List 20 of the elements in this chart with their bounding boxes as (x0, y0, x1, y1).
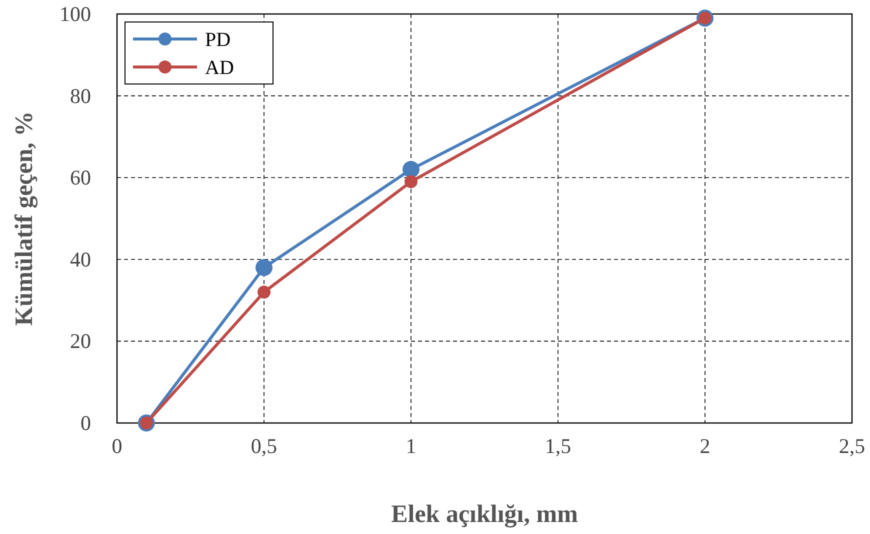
y-tick-label: 80 (70, 84, 91, 108)
y-axis-title: Kümülatif geçen, % (11, 111, 38, 326)
x-tick-label: 1 (406, 434, 416, 458)
point (402, 160, 420, 178)
legend-label: PD (205, 29, 231, 51)
x-tick-label: 2,5 (838, 434, 866, 458)
x-tick-label: 0,5 (250, 434, 278, 458)
y-tick-label: 60 (70, 166, 91, 190)
y-tick-label: 100 (60, 2, 91, 26)
x-tick-label: 2 (700, 434, 710, 458)
y-tick-label: 20 (70, 329, 91, 354)
x-tick-label: 1,5 (544, 434, 572, 458)
x-axis-title: Elek açıklığı, mm (391, 501, 578, 528)
x-tick-label: 0 (112, 434, 122, 458)
y-tick-label: 40 (70, 247, 91, 272)
legend-label: AD (205, 57, 234, 79)
point (256, 259, 272, 276)
point (404, 175, 418, 188)
y-tick-label: 0 (80, 411, 91, 435)
point (258, 286, 270, 299)
